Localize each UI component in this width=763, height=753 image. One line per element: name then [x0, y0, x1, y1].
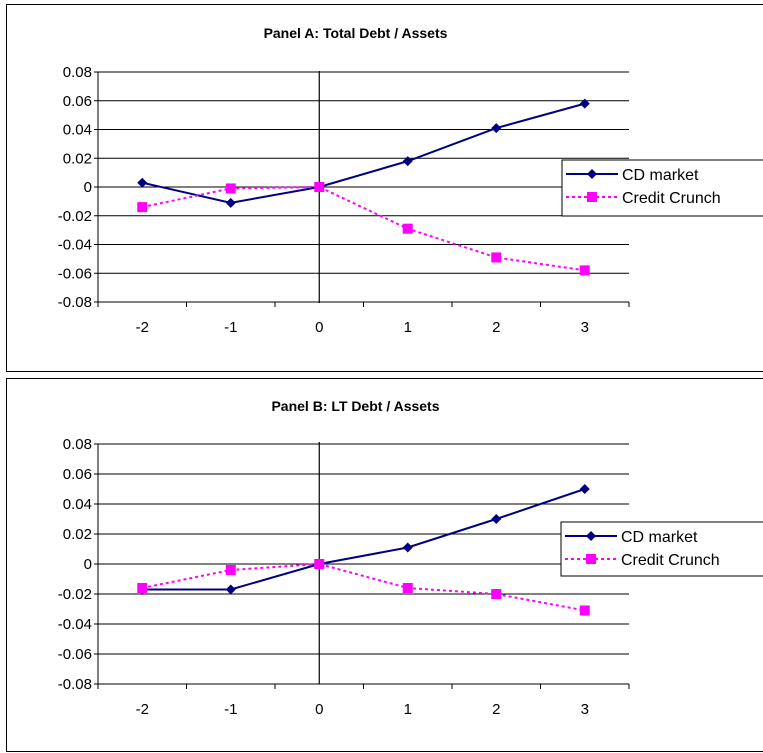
- legend-marker-square: [587, 192, 597, 202]
- legend-marker-diamond: [586, 531, 596, 541]
- data-point-square: [491, 589, 502, 599]
- y-tick-label: 0.06: [63, 466, 92, 483]
- panel-a-chart: Panel A: Total Debt / Assets 0.08 0.06 0.04…: [6, 4, 763, 372]
- data-point-diamond: [491, 514, 502, 524]
- legend-marker-diamond: [587, 169, 597, 179]
- y-tick-label: 0.02: [63, 526, 92, 543]
- y-tick-label: 0: [84, 556, 92, 573]
- legend: CD market Credit Crunch: [560, 521, 763, 577]
- panel-b-plot: Panel B: LT Debt / Assets 0.08 0.06 0.04 0.0…: [58, 398, 763, 718]
- x-tick-label: -2: [136, 701, 149, 718]
- y-tick-label: 0.02: [63, 150, 92, 167]
- x-tick-label: 3: [581, 701, 589, 718]
- series-line-1: [142, 488, 586, 591]
- data-point-diamond: [225, 584, 236, 595]
- x-tick-label: 0: [315, 319, 323, 336]
- y-tick-label: -0.04: [58, 616, 92, 633]
- data-point-square: [579, 605, 590, 616]
- data-point-square: [579, 265, 590, 276]
- y-tick-label: -0.04: [58, 237, 92, 254]
- x-tick-label: 1: [404, 701, 412, 718]
- legend-box: [560, 521, 763, 577]
- data-point-square: [225, 183, 236, 194]
- y-tick-label: -0.06: [58, 265, 92, 282]
- chart-title: Panel A: Total Debt / Assets: [264, 25, 448, 41]
- x-tick-label: -2: [136, 319, 149, 336]
- data-point-square: [225, 565, 236, 575]
- x-tick-label: 1: [404, 319, 412, 336]
- data-point-square: [137, 583, 148, 593]
- y-tick-label: -0.08: [58, 676, 92, 693]
- y-tick-label: -0.08: [58, 294, 92, 311]
- data-point-square: [402, 583, 413, 593]
- data-point-diamond: [402, 156, 413, 167]
- data-point-diamond: [491, 123, 502, 134]
- y-tick-label: 0.04: [63, 496, 92, 513]
- y-tick-label: -0.02: [58, 208, 92, 225]
- legend-label: CD market: [622, 167, 699, 184]
- x-tick-label: -1: [224, 701, 237, 718]
- series-line-1: [142, 102, 586, 204]
- x-tick-label: -1: [224, 319, 237, 336]
- data-point-square: [491, 252, 502, 263]
- data-point-square: [314, 182, 325, 192]
- x-tick-label: 3: [581, 319, 589, 336]
- legend-label: Credit Crunch: [621, 552, 720, 569]
- data-point-diamond: [579, 98, 590, 109]
- data-point-square: [137, 202, 148, 213]
- series-line-2: [142, 562, 585, 612]
- y-tick-label: 0.06: [63, 93, 92, 110]
- data-point-diamond: [225, 197, 236, 208]
- y-tick-label: -0.06: [58, 646, 92, 663]
- chart-title: Panel B: LT Debt / Assets: [271, 398, 439, 414]
- data-point-diamond: [137, 177, 148, 188]
- y-tick-label: 0: [84, 179, 92, 196]
- data-point-diamond: [579, 484, 590, 494]
- legend-label: CD market: [621, 529, 698, 546]
- y-tick-label: -0.02: [58, 586, 92, 603]
- legend-label: Credit Crunch: [622, 190, 721, 207]
- y-tick-label: 0.08: [63, 436, 92, 453]
- panel-a-plot: Panel A: Total Debt / Assets 0.08 0.06 0.04…: [58, 25, 763, 336]
- legend: CD market Credit Crunch: [561, 159, 763, 217]
- x-tick-label: 2: [492, 701, 500, 718]
- x-tick-label: 0: [315, 701, 323, 718]
- legend-box: [561, 159, 763, 217]
- data-point-diamond: [402, 542, 413, 553]
- series-line-2: [142, 185, 585, 272]
- panel-b-chart: Panel B: LT Debt / Assets 0.08 0.06 0.04 0.0…: [6, 378, 763, 752]
- data-point-square: [402, 223, 413, 234]
- legend-marker-square: [586, 554, 596, 564]
- y-tick-label: 0.08: [63, 64, 92, 81]
- data-point-square: [314, 559, 325, 569]
- x-tick-label: 2: [492, 319, 500, 336]
- y-tick-label: 0.04: [63, 122, 92, 139]
